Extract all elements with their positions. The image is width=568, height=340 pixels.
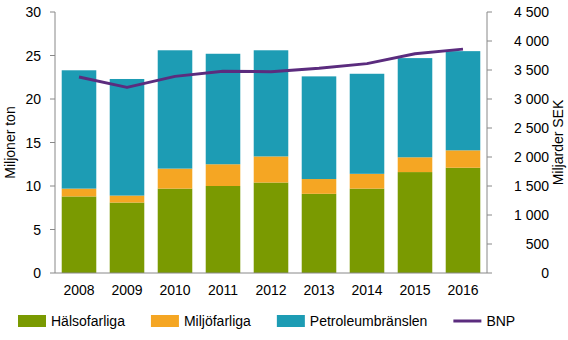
bar (350, 74, 385, 174)
bar (62, 70, 97, 188)
x-tick-label: 2015 (399, 282, 430, 298)
y-tick-label: 25 (25, 48, 41, 64)
y2-tick (487, 128, 492, 129)
y2-tick (487, 244, 492, 245)
chart: 0 5 10 15 20 25 30 0 500 1 000 1 500 2 000 2 500 3 00… (0, 0, 568, 340)
bar (254, 156, 289, 182)
y2-tick (487, 70, 492, 71)
y-tick-label: 20 (25, 91, 41, 107)
y2-tick (487, 99, 492, 100)
y2-tick-label: 1 000 (514, 207, 549, 223)
bar (302, 194, 337, 273)
y2-axis-title: Miljarder SEK (550, 99, 566, 185)
bar (398, 172, 433, 273)
y2-tick (487, 12, 492, 13)
y2-tick (487, 273, 492, 274)
bar (446, 150, 481, 167)
x-tick-label: 2009 (111, 282, 142, 298)
bar (398, 58, 433, 157)
y-tick (50, 12, 55, 13)
y-tick (50, 186, 55, 187)
bar (302, 76, 337, 179)
x-tick-label: 2013 (303, 282, 334, 298)
bar (110, 196, 145, 203)
y2-axis-line (487, 12, 488, 273)
x-tick-label: 2010 (159, 282, 190, 298)
bar (446, 168, 481, 273)
y2-tick (487, 157, 492, 158)
y-tick (50, 99, 55, 100)
x-tick-label: 2016 (447, 282, 478, 298)
y-tick-label: 0 (33, 265, 41, 281)
legend-label: Hälsofarliga (51, 313, 125, 329)
y2-tick-label: 3 500 (514, 62, 549, 78)
legend-swatch (151, 315, 179, 327)
bar (62, 189, 97, 197)
y2-tick-label: 1 500 (514, 178, 549, 194)
x-axis-line (55, 273, 487, 274)
line (79, 49, 463, 87)
y-axis-title: Miljoner ton (2, 106, 18, 178)
y2-tick (487, 215, 492, 216)
bar (350, 189, 385, 273)
y2-tick-label: 500 (526, 236, 550, 252)
legend-label: Petroleumbränslen (310, 313, 428, 329)
bar (254, 50, 289, 156)
bar (302, 179, 337, 194)
bar (62, 196, 97, 273)
bar (206, 186, 241, 273)
y2-tick-label: 2 000 (514, 149, 549, 165)
legend-label: BNP (486, 313, 515, 329)
bar (398, 157, 433, 172)
bar (110, 203, 145, 273)
bar (350, 174, 385, 189)
plot-area (62, 49, 481, 273)
y2-tick-label: 2 500 (514, 120, 549, 136)
y-tick-label: 5 (33, 222, 41, 238)
legend-swatch (18, 315, 46, 327)
y-tick-label: 30 (25, 4, 41, 20)
x-tick-label: 2008 (63, 282, 94, 298)
y-tick (50, 229, 55, 230)
legend-label: Miljöfarliga (184, 313, 251, 329)
x-tick-label: 2012 (255, 282, 286, 298)
y2-tick (487, 186, 492, 187)
y-axis-line (55, 12, 56, 273)
bar (110, 79, 145, 196)
legend-swatch (277, 315, 305, 327)
y-tick-label: 10 (25, 178, 41, 194)
y-tick-label: 15 (25, 135, 41, 151)
y-tick (50, 273, 55, 274)
y-tick (50, 142, 55, 143)
bar (206, 164, 241, 186)
legend: Hälsofarliga Miljöfarliga Petroleumbränsle… (18, 313, 515, 329)
y2-tick-label: 4 500 (514, 4, 549, 20)
y2-tick-label: 4 000 (514, 33, 549, 49)
y2-tick (487, 41, 492, 42)
bar (158, 50, 193, 168)
y-tick (50, 55, 55, 56)
bar (446, 51, 481, 150)
bar (254, 183, 289, 273)
x-tick-label: 2014 (351, 282, 382, 298)
x-tick-label: 2011 (208, 282, 238, 298)
y2-tick-label: 3 000 (514, 91, 549, 107)
legend-swatch (453, 320, 481, 323)
bar (158, 189, 193, 273)
y2-tick-label: 0 (541, 265, 549, 281)
bar (158, 169, 193, 189)
